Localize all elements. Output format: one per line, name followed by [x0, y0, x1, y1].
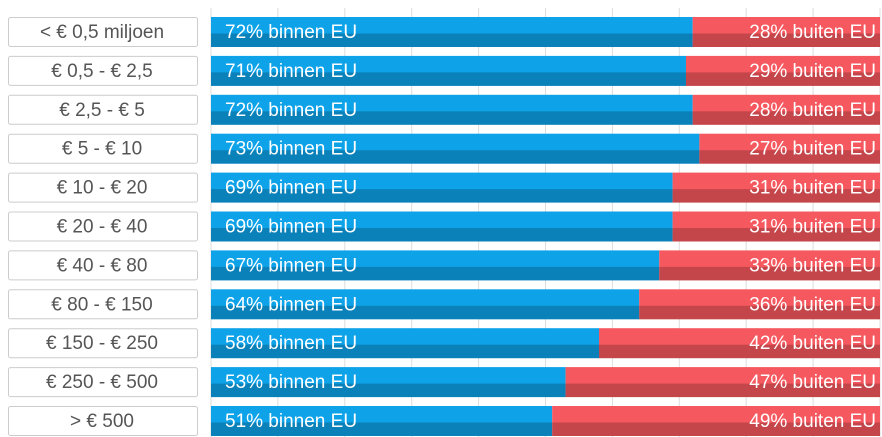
value-label: 53% binnen EU: [225, 372, 357, 393]
category-label: € 80 - € 150: [51, 294, 152, 315]
category-label: € 2,5 - € 5: [59, 100, 145, 121]
bar-shade: [211, 111, 693, 125]
category-label: € 250 - € 500: [46, 372, 158, 393]
value-label: 67% binnen EU: [225, 255, 357, 276]
value-label: 28% buiten EU: [749, 22, 876, 43]
bar: [211, 406, 553, 436]
value-label: 64% binnen EU: [225, 294, 357, 315]
category-box: [8, 94, 198, 125]
bar: [672, 172, 880, 203]
category-box: [8, 133, 198, 164]
bar-shade: [552, 422, 880, 436]
bar: [639, 289, 880, 320]
bar-shade: [659, 266, 880, 281]
value-label: 31% buiten EU: [749, 178, 876, 199]
bar: [211, 328, 600, 359]
value-label: 29% buiten EU: [749, 61, 876, 82]
value-label: 27% buiten EU: [749, 139, 876, 160]
bar-shade: [211, 33, 693, 47]
value-label: 71% binnen EU: [225, 61, 357, 82]
category-box: [8, 250, 198, 281]
bar: [692, 94, 880, 125]
bar-shade: [211, 344, 600, 359]
bar-shade: [599, 344, 880, 359]
value-label: 51% binnen EU: [225, 411, 357, 432]
bar: [659, 250, 880, 281]
bar: [211, 17, 693, 47]
value-label: 58% binnen EU: [225, 333, 357, 354]
category-box: [8, 211, 198, 242]
value-label: 73% binnen EU: [225, 139, 357, 160]
category-box: [8, 55, 198, 86]
value-label: 42% buiten EU: [749, 333, 876, 354]
category-box: [8, 289, 198, 320]
bar-shade: [211, 383, 566, 398]
value-label: 33% buiten EU: [749, 255, 876, 276]
bar-shade: [685, 72, 880, 86]
category-box: [8, 406, 198, 436]
category-label: € 5 - € 10: [62, 139, 142, 160]
bar: [211, 211, 673, 242]
value-label: 31% buiten EU: [749, 217, 876, 238]
bar-shade: [672, 189, 880, 203]
bar: [565, 367, 880, 398]
value-label: 72% binnen EU: [225, 22, 357, 43]
bar: [599, 328, 880, 359]
value-label: 47% buiten EU: [749, 372, 876, 393]
bar: [211, 367, 566, 398]
category-label: € 150 - € 250: [46, 333, 158, 354]
category-box: [8, 17, 198, 47]
bar: [211, 55, 686, 86]
bar: [211, 133, 700, 164]
value-label: 36% buiten EU: [749, 294, 876, 315]
value-label: 49% buiten EU: [749, 411, 876, 432]
bar-shade: [692, 33, 880, 47]
bar-shade: [211, 150, 700, 164]
bar: [672, 211, 880, 242]
bar: [685, 55, 880, 86]
bar-shade: [211, 189, 673, 203]
bar-shade: [639, 305, 880, 320]
bar-shade: [699, 150, 880, 164]
category-label: < € 0,5 miljoen: [40, 22, 164, 43]
category-label: > € 500: [70, 411, 134, 432]
category-label: € 40 - € 80: [57, 255, 148, 276]
category-box: [8, 172, 198, 203]
bar-shade: [692, 111, 880, 125]
category-label: € 0,5 - € 2,5: [51, 61, 152, 82]
bar: [692, 17, 880, 47]
category-label: € 20 - € 40: [57, 217, 148, 238]
bar: [211, 94, 693, 125]
bar: [211, 172, 673, 203]
bar-shade: [211, 422, 553, 436]
bar-shade: [211, 228, 673, 242]
bar-shade: [672, 228, 880, 242]
bar-shade: [211, 266, 660, 281]
category-box: [8, 328, 198, 359]
category-box: [8, 367, 198, 398]
value-label: 69% binnen EU: [225, 178, 357, 199]
value-label: 28% buiten EU: [749, 100, 876, 121]
bar: [699, 133, 880, 164]
bar: [552, 406, 880, 436]
bar: [211, 250, 660, 281]
bar-shade: [211, 305, 640, 320]
bar-shade: [211, 72, 686, 86]
bar: [211, 289, 640, 320]
value-label: 69% binnen EU: [225, 217, 357, 238]
value-label: 72% binnen EU: [225, 100, 357, 121]
category-label: € 10 - € 20: [57, 178, 148, 199]
bar-shade: [565, 383, 880, 398]
